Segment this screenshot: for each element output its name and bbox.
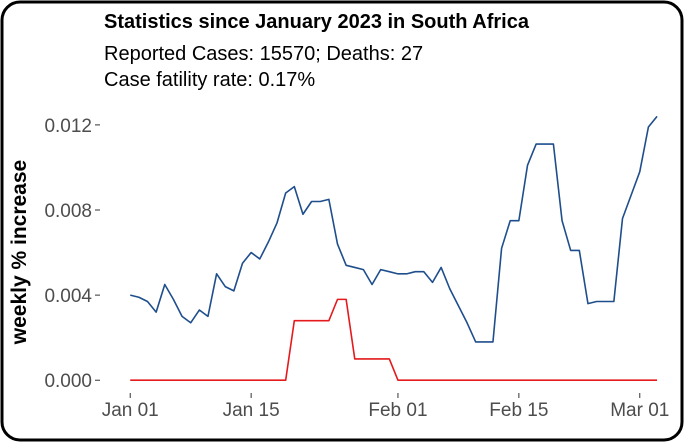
- x-tick-label: Jan 15: [223, 400, 280, 421]
- series-line: [130, 298, 658, 382]
- x-tick-label: Feb 15: [489, 400, 548, 421]
- y-tick-label: 0.008: [44, 201, 92, 222]
- series-line: [130, 115, 658, 343]
- x-tick-label: Mar 01: [610, 400, 669, 421]
- y-tick-label: 0.004: [44, 286, 92, 307]
- chart-title: Statistics since January 2023 in South A…: [104, 11, 530, 33]
- subtitle: Reported Cases: 15570; Deaths: 27: [104, 43, 423, 65]
- y-tick-label: 0.000: [44, 371, 92, 392]
- subtitle: Case fatility rate: 0.17%: [104, 69, 315, 91]
- y-axis-label: weekly % increase: [8, 160, 31, 345]
- x-tick-label: Jan 01: [102, 400, 159, 421]
- x-tick-label: Feb 01: [368, 400, 427, 421]
- y-tick-label: 0.012: [44, 116, 92, 137]
